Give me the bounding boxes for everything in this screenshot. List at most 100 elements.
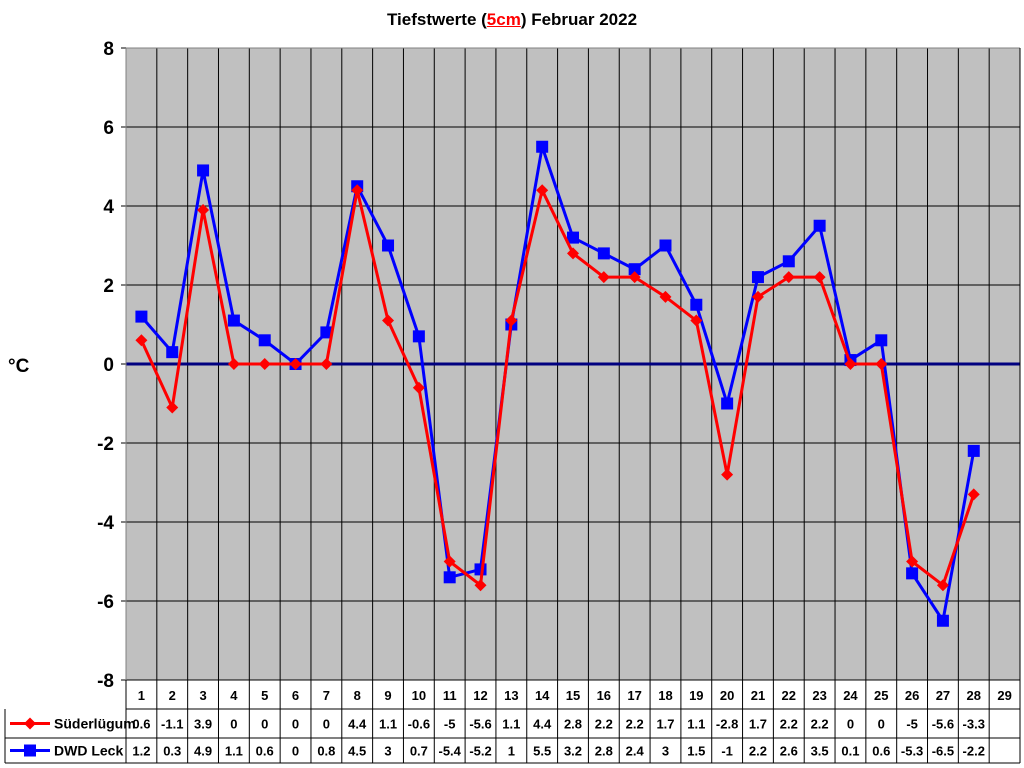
data-point-square [443,571,456,584]
series-line [140,185,976,589]
x-category-label: 12 [473,688,487,703]
table-value: -5 [444,717,456,732]
x-category-label: 26 [905,688,919,703]
table-value: 0 [261,717,268,732]
data-point-diamond [659,290,672,303]
y-tick-label: 0 [103,355,114,376]
y-tick-label: 8 [103,39,114,60]
table-value: 2.6 [780,744,798,759]
title-part: Tiefstwerte ( [386,10,487,29]
y-tick-label: 2 [103,276,114,297]
data-point-diamond [751,290,764,303]
data-point-square [197,164,210,177]
x-category-label: 20 [720,688,734,703]
table-value: 1.7 [656,717,674,732]
table-value: 3.9 [194,717,212,732]
x-category-label: 15 [566,688,580,703]
data-point-diamond [967,488,980,501]
table-value: 0 [292,744,299,759]
legend-square-marker [24,744,36,757]
x-category-label: 29 [997,688,1011,703]
table-value: -2.2 [963,744,985,759]
x-category-label: 24 [843,688,858,703]
table-value: 1.1 [225,744,243,759]
table-value: -5.2 [469,744,491,759]
table-value: 1.1 [502,717,520,732]
data-point-diamond [258,358,271,370]
data-point-diamond [135,334,148,347]
table-value: -5 [906,717,918,732]
x-category-label: 4 [230,688,238,703]
table-value: 0 [230,717,237,732]
data-point-diamond [936,579,949,592]
y-tick-label: 4 [103,197,114,218]
table-value: -1.1 [161,717,183,732]
x-category-label: 6 [292,688,299,703]
data-point-square [967,444,980,457]
table-value: 0.1 [841,744,859,759]
data-point-diamond [782,271,795,284]
legend-label: DWD Leck [54,743,123,759]
table-value: 1.5 [687,744,705,759]
x-category-label: 23 [812,688,826,703]
table-value: 2.2 [780,717,798,732]
table-value: 0.6 [132,717,150,732]
x-category-label: 10 [412,688,426,703]
x-category-label: 28 [967,688,981,703]
table-value: 0 [323,717,330,732]
data-point-square [690,298,703,311]
x-category-label: 13 [504,688,518,703]
x-category-label: 1 [138,688,145,703]
data-point-square [813,219,826,232]
data-point-square [227,314,240,327]
table-value: 2.2 [811,717,829,732]
data-point-square [659,239,672,252]
table-value: 2.2 [749,744,767,759]
data-point-diamond [443,555,456,568]
y-axis-label: °C [8,356,30,377]
data-point-square [567,231,579,244]
x-category-label: 22 [782,688,796,703]
table-value: -0.6 [408,717,430,732]
table-value: 0 [878,717,885,732]
data-point-square [875,334,888,347]
data-point-square [751,271,764,284]
table-value: 4.5 [348,744,366,759]
data-point-diamond [382,314,395,327]
title-part: ) Februar 2022 [520,10,638,29]
table-value: 0.6 [256,744,274,759]
data-point-square [166,346,179,359]
data-point-diamond [536,184,549,197]
data-point-diamond [166,401,179,414]
data-point-square [536,140,549,153]
x-category-label: 16 [597,688,611,703]
data-point-diamond [567,247,579,260]
x-category-label: 21 [751,688,765,703]
x-category-label: 19 [689,688,703,703]
data-point-diamond [690,314,703,327]
table-value: 2.2 [595,717,613,732]
data-point-diamond [505,314,518,327]
table-value: -1 [721,744,733,759]
data-point-diamond [813,271,826,284]
data-point-diamond [628,271,641,284]
data-point-diamond [906,555,919,568]
data-point-diamond [721,468,734,481]
table-value: -6.5 [932,744,954,759]
table-value: -5.6 [932,717,954,732]
data-point-diamond [197,203,210,216]
data-point-diamond [351,184,364,197]
x-category-label: 9 [384,688,391,703]
data-point-square [135,310,148,323]
table-value: 0.6 [872,744,890,759]
x-category-label: 27 [936,688,950,703]
x-category-label: 14 [535,688,550,703]
table-value: 1.7 [749,717,767,732]
data-point-square [782,255,795,268]
x-category-label: 17 [627,688,641,703]
legend-diamond-marker [24,717,36,730]
table-value: 1.2 [132,744,150,759]
x-category-label: 3 [199,688,206,703]
series-line [140,146,976,625]
